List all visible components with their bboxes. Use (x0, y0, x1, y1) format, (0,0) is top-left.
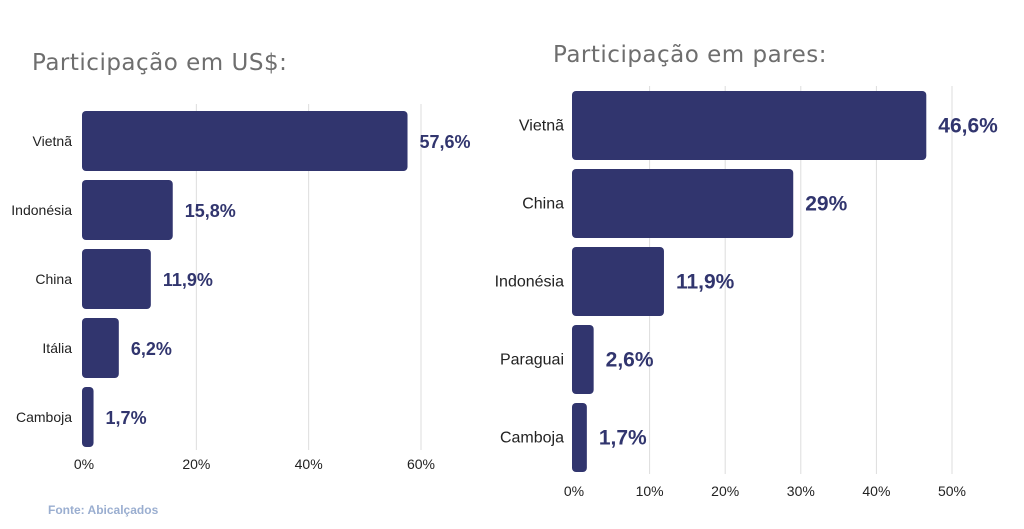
bar (572, 403, 587, 472)
source-note: Fonte: Abicalçados (48, 503, 159, 517)
bar (572, 325, 594, 394)
x-tick-label: 30% (787, 483, 815, 499)
category-label: Indonésia (11, 202, 72, 218)
data-label: 57,6% (420, 132, 471, 152)
category-label: Vietnã (519, 118, 564, 135)
data-label: 29% (805, 193, 847, 216)
data-label: 46,6% (938, 115, 998, 138)
bar (572, 91, 927, 160)
bar (82, 180, 173, 240)
category-label: Camboja (500, 430, 564, 447)
data-label: 1,7% (599, 427, 647, 450)
chart-title-pairs: Participação em pares: (553, 42, 828, 68)
x-tick-label: 60% (407, 456, 435, 472)
category-label: China (35, 271, 72, 287)
bar (82, 387, 94, 447)
category-label: Indonésia (495, 274, 564, 291)
bar (572, 247, 664, 316)
x-tick-label: 20% (182, 456, 210, 472)
data-label: 11,9% (163, 270, 213, 290)
data-label: 11,9% (676, 271, 735, 294)
bar (82, 249, 151, 309)
category-label: Camboja (16, 409, 72, 425)
data-label: 15,8% (185, 201, 236, 221)
data-label: 6,2% (131, 339, 172, 359)
data-label: 2,6% (606, 349, 654, 372)
bar (82, 318, 119, 378)
x-tick-label: 0% (74, 456, 94, 472)
x-tick-label: 40% (862, 483, 890, 499)
bar (572, 169, 794, 238)
x-tick-label: 40% (295, 456, 323, 472)
data-label: 1,7% (106, 408, 147, 428)
category-label: Paraguai (500, 352, 564, 369)
category-label: Vietnã (33, 133, 73, 149)
x-tick-label: 0% (564, 483, 584, 499)
category-label: China (522, 196, 564, 213)
x-tick-label: 20% (711, 483, 739, 499)
bar (82, 111, 408, 171)
chart-title-usd: Participação em US$: (32, 50, 288, 76)
x-tick-label: 10% (636, 483, 664, 499)
category-label: Itália (42, 340, 72, 356)
x-tick-label: 50% (938, 483, 966, 499)
